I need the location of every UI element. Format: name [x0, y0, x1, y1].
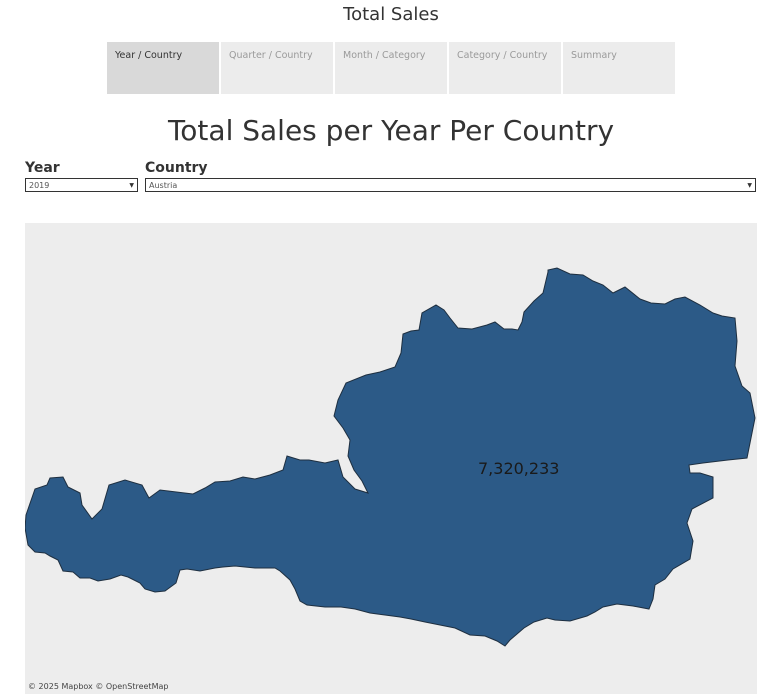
map-canvas: [25, 267, 756, 647]
map-attribution: © 2025 Mapbox © OpenStreetMap: [28, 682, 168, 691]
tab-category-country[interactable]: Category / Country: [449, 42, 561, 94]
tab-summary[interactable]: Summary: [563, 42, 675, 94]
map-value-label: 7,320,233: [478, 459, 560, 478]
chevron-down-icon: ▼: [747, 182, 752, 189]
dashboard-title: Total Sales: [343, 4, 439, 25]
country-filter-label: Country: [145, 160, 208, 176]
sheet-title: Total Sales per Year Per Country: [167, 114, 615, 147]
tab-bar: Year / Country Quarter / Country Month /…: [107, 42, 675, 94]
tab-year-country[interactable]: Year / Country: [107, 42, 219, 94]
year-dropdown-value: 2019: [29, 181, 50, 190]
map-view[interactable]: 7,320,233 © 2025 Mapbox © OpenStreetMap: [25, 223, 757, 694]
country-filter: Country Austria ▼: [145, 160, 756, 192]
tab-quarter-country[interactable]: Quarter / Country: [221, 42, 333, 94]
country-dropdown-value: Austria: [149, 181, 178, 190]
mapbox-attribution-link[interactable]: © 2025 Mapbox: [28, 682, 93, 691]
austria-region-shape[interactable]: [25, 267, 756, 647]
country-dropdown[interactable]: Austria ▼: [145, 178, 756, 192]
chevron-down-icon: ▼: [129, 182, 134, 189]
year-filter-label: Year: [25, 160, 60, 176]
year-dropdown[interactable]: 2019 ▼: [25, 178, 138, 192]
osm-attribution-link[interactable]: © OpenStreetMap: [95, 682, 169, 691]
year-filter: Year 2019 ▼: [25, 160, 138, 192]
tab-month-category[interactable]: Month / Category: [335, 42, 447, 94]
